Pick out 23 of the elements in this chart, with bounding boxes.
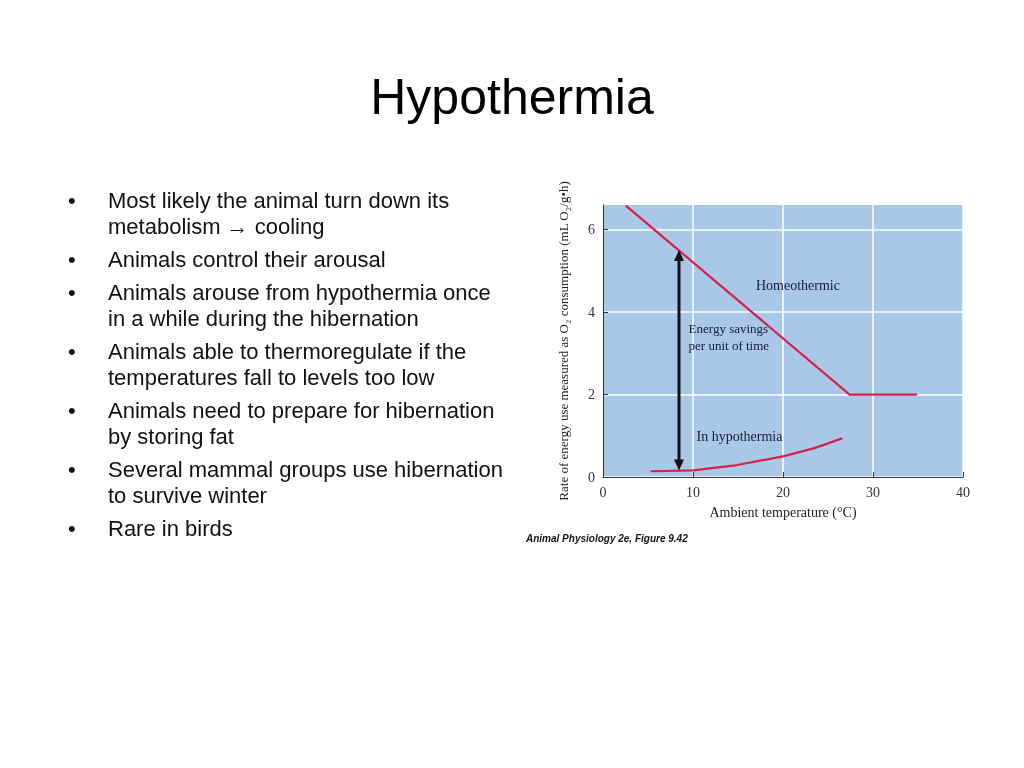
y-tick-label: 0	[588, 469, 595, 485]
text: • Animals arouse from hypothermia once in a while during the hibernation	[68, 280, 491, 331]
text: • Most likely the animal turn down its metabolism → cooling	[68, 188, 450, 239]
x-tick-label: 30	[866, 484, 880, 500]
series-label: Homeothermic	[756, 277, 840, 293]
x-tick-label: 10	[686, 484, 700, 500]
series-label: In hypothermia	[696, 428, 784, 444]
y-tick-label: 4	[588, 304, 595, 320]
text: Animal Physiology 2e, Figure 9.42	[526, 533, 688, 544]
x-tick-label: 40	[956, 484, 970, 500]
text: • Animals able to thermoregulate if the temperatures fall to levels too low	[68, 339, 467, 390]
x-tick-label: 20	[776, 484, 790, 500]
chart-title: Hypothermia	[369, 68, 655, 126]
y-axis-title: Rate of energy use measured as O₂ consumption (mL O₂/g•h)	[555, 181, 571, 501]
text: • Several mammal groups use hibernation to survive winter	[68, 457, 503, 508]
x-tick-label: 0	[599, 484, 607, 500]
y-tick-label: 2	[588, 387, 595, 403]
x-axis-title: Ambient temperature (°C)	[709, 504, 857, 521]
text: • Animals need to prepare for hibernation by storing fat	[68, 398, 495, 449]
text: • Rare in birds	[68, 516, 233, 541]
y-tick-label: 6	[588, 222, 595, 238]
text: • Animals control their arousal	[68, 247, 386, 272]
annotation: Energy savings per unit of time	[688, 321, 772, 354]
